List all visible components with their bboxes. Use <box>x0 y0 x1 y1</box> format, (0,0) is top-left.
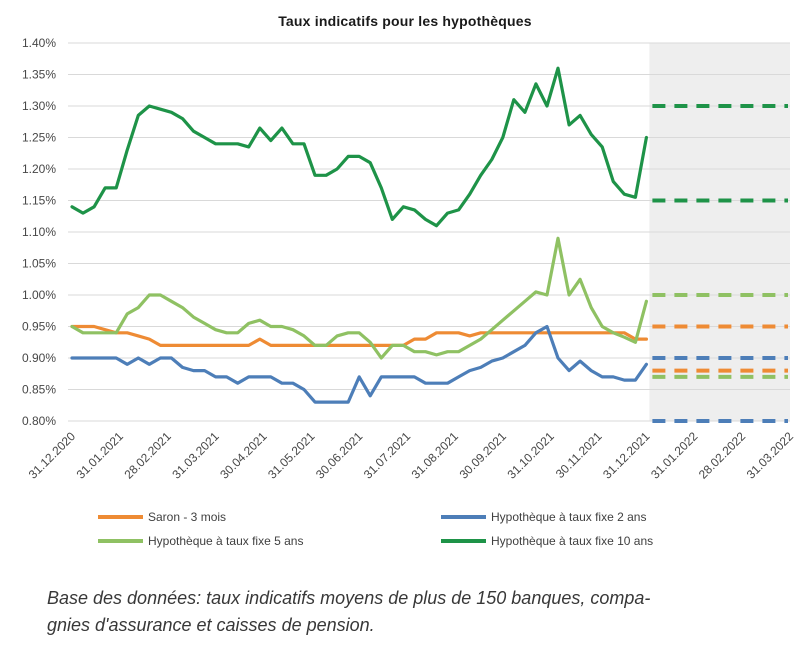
legend-item: Hypothèque à taux fixe 5 ans <box>98 534 303 548</box>
series-line <box>70 66 649 228</box>
x-tick-label: 31.12.2021 <box>600 429 653 482</box>
x-tick-label: 31.03.2021 <box>169 429 222 482</box>
x-tick-label: 30.09.2021 <box>457 429 510 482</box>
legend-item: Saron - 3 mois <box>98 510 226 524</box>
y-tick-label: 1.20% <box>22 162 56 176</box>
footer-line-2: gnies d'assurance et caisses de pension. <box>47 615 375 635</box>
legend-label: Hypothèque à taux fixe 5 ans <box>148 534 304 548</box>
legend-item: Hypothèque à taux fixe 10 ans <box>441 534 653 548</box>
y-tick-label: 1.35% <box>22 68 56 82</box>
x-tick-label: 28.02.2021 <box>121 429 174 482</box>
y-tick-label: 1.00% <box>22 288 56 302</box>
y-tick-label: 0.80% <box>22 414 56 428</box>
y-tick-label: 1.05% <box>22 257 56 271</box>
legend-label: Hypothèque à taux fixe 2 ans <box>491 510 647 524</box>
x-tick-label: 31.07.2021 <box>361 429 414 482</box>
y-tick-label: 1.25% <box>22 131 56 145</box>
x-tick-label: 30.04.2021 <box>217 429 270 482</box>
x-tick-label: 31.01.2022 <box>648 429 701 482</box>
y-tick-label: 1.40% <box>22 36 56 50</box>
x-tick-label: 30.06.2021 <box>313 429 366 482</box>
y-tick-label: 1.15% <box>22 194 56 208</box>
x-tick-label: 30.11.2021 <box>553 429 605 481</box>
legend-swatch <box>441 539 486 543</box>
legend-label: Hypothèque à taux fixe 10 ans <box>491 534 654 548</box>
y-tick-label: 0.90% <box>22 351 56 365</box>
x-tick-label: 31.08.2021 <box>409 429 462 482</box>
legend-swatch <box>441 515 486 519</box>
x-tick-label: 31.03.2022 <box>744 429 797 482</box>
legend-label: Saron - 3 mois <box>148 510 227 524</box>
chart-title: Taux indicatifs pour les hypothèques <box>278 13 532 29</box>
y-tick-label: 0.85% <box>22 383 56 397</box>
x-tick-label: 31.10.2021 <box>504 429 557 482</box>
legend-item: Hypothèque à taux fixe 2 ans <box>441 510 646 524</box>
y-tick-label: 1.10% <box>22 225 56 239</box>
footer-line-1: Base des données: taux indicatifs moyens… <box>47 588 651 608</box>
x-tick-label: 31.01.2021 <box>74 429 127 482</box>
rates-chart: 1.40% 1.35% 1.30% 1.25% 1.20% 1.15% 1.10% 1.05%… <box>22 36 797 482</box>
series-line <box>70 236 649 360</box>
x-tick-label: 28.02.2022 <box>696 429 749 482</box>
y-tick-label: 1.30% <box>22 99 56 113</box>
x-tick-label: 31.05.2021 <box>265 429 318 482</box>
series-line <box>70 324 649 404</box>
series-line <box>70 324 649 347</box>
footer-note: Base des données: taux indicatifs moyens… <box>47 585 757 639</box>
legend-swatch <box>98 515 143 519</box>
legend-swatch <box>98 539 143 543</box>
y-tick-label: 0.95% <box>22 320 56 334</box>
x-tick-label: 31.12.2020 <box>26 429 79 482</box>
